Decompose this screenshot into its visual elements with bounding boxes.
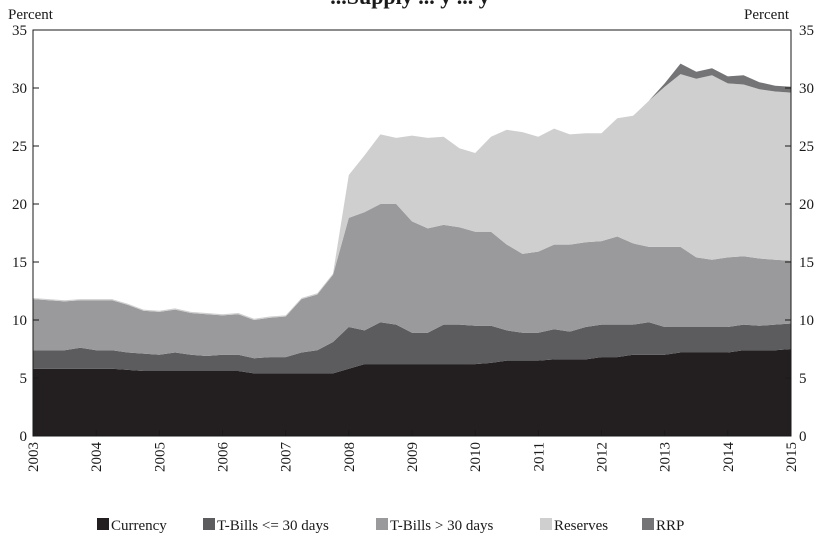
y-tick-label-right: 0 — [799, 429, 807, 445]
x-tick-label: 2011 — [531, 442, 547, 471]
area-series-3 — [33, 74, 791, 320]
y-tick-label-right: 25 — [799, 139, 814, 155]
x-tick-label: 2008 — [342, 442, 358, 472]
legend-label: Currency — [111, 518, 167, 534]
legend-swatch — [376, 518, 388, 530]
x-tick-label: 2013 — [658, 442, 674, 472]
y-tick-label-left: 25 — [12, 139, 27, 155]
x-tick-label: 2014 — [721, 442, 737, 473]
y-tick-label-left: 35 — [12, 23, 27, 39]
x-tick-label: 2009 — [405, 442, 421, 472]
x-tick-label: 2004 — [89, 442, 105, 473]
y-unit-right: Percent — [744, 7, 790, 23]
y-unit-left: Percent — [8, 7, 54, 23]
y-tick-label-right: 35 — [799, 23, 814, 39]
y-tick-label-right: 10 — [799, 313, 814, 329]
legend-label: Reserves — [554, 518, 608, 534]
area-series-0 — [33, 349, 791, 436]
y-axis-left: 0 5 10 15 20 25 30 35 — [12, 23, 39, 445]
y-tick-label-right: 5 — [799, 371, 807, 387]
y-tick-label-left: 20 — [12, 197, 27, 213]
legend-swatch — [540, 518, 552, 530]
legend-swatch — [642, 518, 654, 530]
y-tick-label-left: 5 — [20, 371, 28, 387]
y-tick-label-right: 20 — [799, 197, 814, 213]
legend: Currency T-Bills <= 30 days T-Bills > 30 d… — [97, 518, 684, 534]
area-series-2 — [33, 204, 791, 359]
x-tick-label: 2003 — [26, 442, 42, 472]
y-tick-label-right: 30 — [799, 81, 814, 97]
legend-swatch — [203, 518, 215, 530]
x-tick-label: 2012 — [595, 442, 611, 472]
x-tick-label: 2007 — [279, 442, 295, 473]
y-axis-right: 0 5 10 15 20 25 30 35 — [785, 23, 814, 445]
x-tick-label: 2010 — [468, 442, 484, 472]
y-tick-label-left: 0 — [20, 429, 28, 445]
y-tick-label-left: 30 — [12, 81, 27, 97]
legend-label: RRP — [656, 518, 684, 534]
x-tick-label: 2006 — [216, 442, 232, 473]
chart-title: ...Supply ... y ... y — [330, 0, 490, 9]
area-series-1 — [33, 322, 791, 374]
legend-swatch — [97, 518, 109, 530]
legend-label: T-Bills <= 30 days — [217, 518, 329, 534]
x-tick-label: 2005 — [152, 442, 168, 472]
y-tick-label-right: 15 — [799, 255, 814, 271]
y-tick-label-left: 10 — [12, 313, 27, 329]
area-layers — [33, 63, 791, 436]
y-tick-label-left: 15 — [12, 255, 27, 271]
x-tick-label: 2015 — [784, 442, 800, 472]
x-axis: 2003 2004 2005 2006 2007 2008 2009 2010 2011 2012… — [26, 430, 800, 472]
legend-label: T-Bills > 30 days — [390, 518, 493, 534]
